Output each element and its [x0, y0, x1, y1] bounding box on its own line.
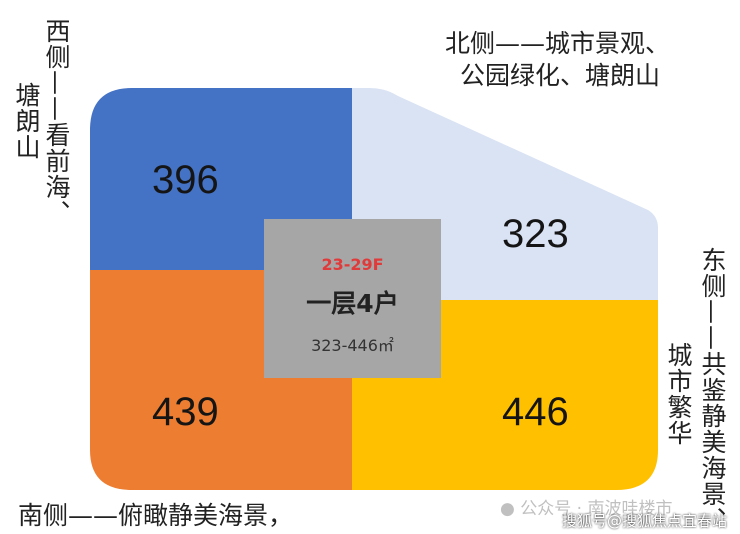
wechat-watermark-text: 公众号 · 南波哇楼市 [520, 499, 673, 519]
unit-396-area: 396 [152, 158, 219, 202]
wechat-watermark: ● 公众号 · 南波哇楼市 [500, 494, 672, 519]
unit-323-area: 323 [502, 212, 569, 256]
west-label-col1: 西侧——看前海、 [42, 18, 71, 226]
units-per-floor: 一层4户 [306, 289, 399, 318]
floor-range: 23-29F [321, 255, 384, 274]
center-info-box: 23-29F 一层4户 323-446㎡ [264, 219, 441, 378]
north-label-line2: 公园绿化、塘朗山 [460, 61, 661, 90]
area-range: 323-446㎡ [311, 336, 394, 355]
sohu-watermark: 搜狐号@搜狐焦点宜春站 [562, 512, 728, 530]
west-label-col2: 塘朗山 [12, 82, 41, 160]
wechat-icon: ● [500, 499, 515, 519]
north-label-line1: 北侧——城市景观、 [445, 29, 671, 58]
east-label-col2: 城市繁华 [664, 342, 693, 446]
east-label-col1: 东侧——共鉴静美海景、 [698, 247, 727, 533]
unit-439-area: 439 [152, 390, 219, 434]
south-label: 南侧——俯瞰静美海景， [18, 501, 294, 530]
unit-446-area: 446 [502, 390, 569, 434]
